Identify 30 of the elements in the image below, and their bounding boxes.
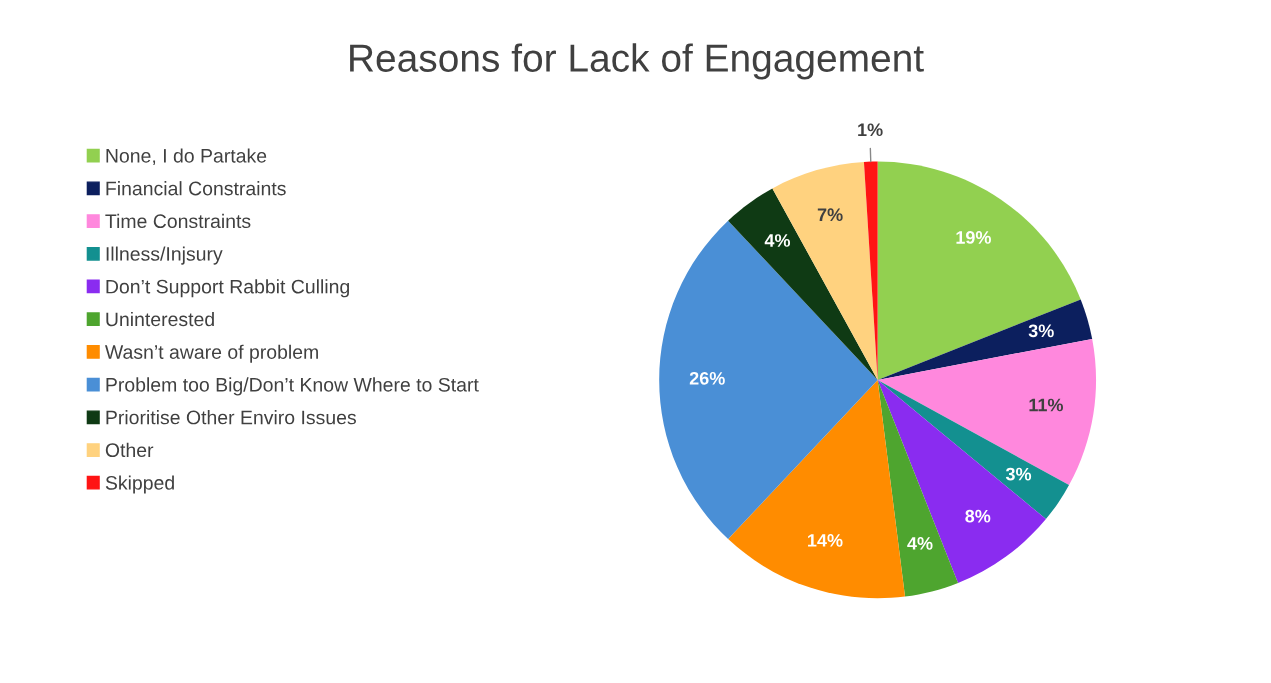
legend-label: Financial Constraints: [106, 181, 286, 196]
legend-label: Time Constraints: [105, 213, 251, 229]
pie-slice: [728, 188, 878, 380]
legend-label: Wasn’t aware of problem: [104, 344, 318, 363]
legend-label: None, I do Partake: [106, 148, 267, 165]
legend-label: Prioritise Other Enviro Issues: [106, 410, 356, 425]
chart-title: Reasons for Lack of Engagement: [350, 43, 924, 80]
pie-slice: [877, 161, 1081, 380]
legend-label: Uninterested: [106, 311, 214, 327]
data-label: 3%: [1028, 324, 1054, 338]
pie-slice: [877, 338, 1097, 486]
data-label: 8%: [965, 509, 991, 523]
data-label: 19%: [956, 231, 991, 244]
legend-label: Don’t Support Rabbit Culling: [106, 279, 350, 298]
pie-slice: [728, 379, 905, 599]
legend-label: Skipped: [105, 475, 174, 494]
data-label: 4%: [764, 234, 791, 247]
data-label: 1%: [858, 123, 883, 137]
pie-slice: [863, 161, 878, 380]
data-label: 3%: [1005, 467, 1032, 481]
data-label: 26%: [689, 371, 725, 385]
data-label: 4%: [907, 537, 933, 550]
data-label: 7%: [817, 208, 843, 222]
legend-label: Other: [105, 442, 154, 458]
pie-slice: [877, 299, 1093, 380]
legend-label: Problem too Big/Don’t Know Where to Start: [106, 377, 479, 396]
data-label: 14%: [808, 534, 843, 547]
data-label: 11%: [1029, 398, 1063, 412]
legend-label: Illness/Injsury: [106, 246, 223, 265]
pie-slice: [877, 379, 959, 597]
